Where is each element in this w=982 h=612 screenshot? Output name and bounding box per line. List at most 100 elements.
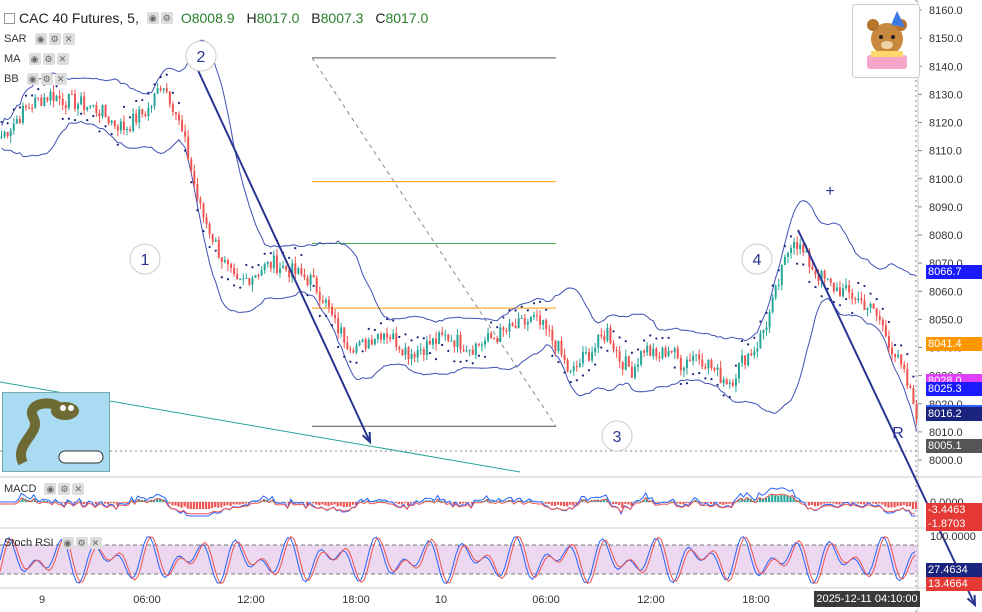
- collapse-icon[interactable]: [4, 12, 15, 24]
- eye-icon[interactable]: ◉: [44, 483, 57, 495]
- candle: [511, 323, 514, 326]
- candle: [603, 336, 606, 341]
- eye-icon[interactable]: ◉: [61, 537, 74, 549]
- close-icon[interactable]: ✕: [56, 53, 69, 65]
- gear-icon[interactable]: ⚙: [75, 537, 88, 549]
- macd-bar: [657, 502, 661, 503]
- close-icon[interactable]: ✕: [54, 73, 67, 85]
- indicator-macd[interactable]: MACD ◉ ⚙ ✕: [4, 483, 85, 495]
- candle: [309, 275, 312, 285]
- macd-bar: [529, 500, 532, 502]
- macd-tag: -1.8703: [926, 517, 982, 531]
- macd-bar: [159, 498, 162, 502]
- sar-dot: [379, 322, 383, 325]
- indicator-ma[interactable]: MA ◉ ⚙ ✕: [4, 53, 69, 65]
- macd-bar: [550, 502, 553, 506]
- eye-icon[interactable]: ◉: [34, 33, 47, 45]
- candle: [358, 341, 361, 346]
- sar-dot: [79, 112, 83, 115]
- sar-dot: [857, 281, 860, 285]
- sar-dot: [232, 284, 236, 287]
- candle: [352, 350, 355, 353]
- macd-bar: [642, 499, 645, 502]
- candle: [456, 334, 459, 347]
- macd-bar: [180, 502, 183, 508]
- candle: [282, 266, 285, 269]
- price-tick-label: 8010.0: [929, 427, 963, 439]
- candle: [710, 359, 713, 369]
- bear-avatar-icon[interactable]: [852, 4, 920, 78]
- price-tick-label: 8100.0: [929, 174, 963, 186]
- candle: [872, 303, 875, 309]
- candle: [199, 198, 202, 204]
- macd-bar: [67, 500, 70, 502]
- wave-circle: [601, 420, 633, 452]
- candle: [575, 366, 578, 368]
- macd-bar: [859, 502, 863, 505]
- close-icon[interactable]: ✕: [89, 537, 102, 549]
- candle: [627, 356, 630, 367]
- macd-bar: [835, 502, 838, 505]
- candle: [698, 354, 701, 360]
- gear-icon[interactable]: ⚙: [42, 53, 55, 65]
- macd-bar: [875, 502, 878, 505]
- macd-bar: [217, 502, 220, 508]
- time-tick-label: 18:00: [742, 594, 770, 606]
- sar-dot: [557, 360, 560, 364]
- macd-bar: [400, 502, 404, 505]
- macd-bar: [324, 502, 327, 506]
- eye-icon[interactable]: ◉: [146, 12, 159, 24]
- macd-bar: [688, 502, 691, 504]
- candle: [866, 307, 869, 310]
- candle: [135, 113, 138, 123]
- gear-icon[interactable]: ⚙: [40, 73, 53, 85]
- price-tick-label: 8050.0: [929, 314, 963, 326]
- candle: [83, 96, 86, 110]
- candle: [153, 93, 156, 107]
- indicator-bb[interactable]: BB ◉ ⚙ ✕: [4, 73, 67, 85]
- macd-bar: [379, 500, 382, 502]
- candle: [719, 367, 722, 384]
- wave-circle: [185, 40, 217, 72]
- candle: [517, 318, 520, 329]
- candle: [392, 333, 395, 339]
- sar-dot: [802, 263, 805, 266]
- gear-icon[interactable]: ⚙: [160, 12, 173, 24]
- sar-dot: [887, 320, 891, 324]
- price-tick-label: 8120.0: [929, 118, 963, 130]
- sar-dot: [220, 276, 223, 279]
- macd-bar: [526, 501, 529, 502]
- macd-bar: [615, 502, 618, 505]
- macd-bar: [229, 502, 232, 506]
- indicator-sar[interactable]: SAR ◉ ⚙ ✕: [4, 33, 75, 45]
- wave-label: 3: [613, 429, 622, 446]
- candle: [162, 88, 165, 91]
- eye-icon[interactable]: ◉: [26, 73, 39, 85]
- time-axis: 9 06:00 12:00 18:00 10 06:00 12:00 18:00: [39, 594, 770, 606]
- candle: [661, 348, 664, 359]
- gear-icon[interactable]: ⚙: [48, 33, 61, 45]
- macd-bar: [832, 502, 835, 504]
- candle: [43, 97, 46, 106]
- candle: [64, 105, 67, 109]
- candle: [780, 265, 783, 285]
- gear-icon[interactable]: ⚙: [58, 483, 71, 495]
- macd-bar: [850, 502, 853, 504]
- close-icon[interactable]: ✕: [72, 483, 85, 495]
- sar-dot: [581, 374, 585, 377]
- macd-bar: [177, 502, 180, 507]
- candle: [236, 274, 239, 280]
- candle: [278, 268, 281, 273]
- indicator-stoch-rsi[interactable]: Stoch RSI ◉ ⚙ ✕: [4, 537, 102, 549]
- sar-dot: [122, 105, 126, 108]
- macd-bar: [856, 502, 859, 504]
- candle: [805, 251, 808, 253]
- eye-icon[interactable]: ◉: [28, 53, 41, 65]
- candle: [373, 338, 376, 345]
- sar-dot: [18, 106, 21, 109]
- candle: [193, 171, 196, 184]
- close-icon[interactable]: ✕: [62, 33, 75, 45]
- macd-bar: [198, 502, 202, 509]
- candle: [178, 114, 181, 121]
